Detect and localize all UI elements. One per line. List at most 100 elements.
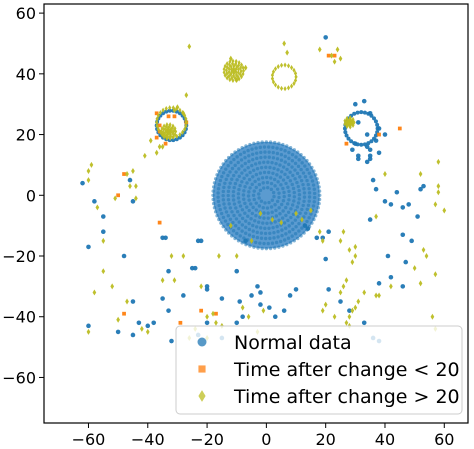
data-point (217, 203, 221, 208)
data-point (373, 119, 378, 124)
data-point (249, 237, 254, 244)
data-point (234, 206, 238, 210)
x-tick-label: 60 (434, 430, 454, 449)
data-point (258, 145, 262, 150)
data-point (353, 304, 358, 311)
data-point (166, 268, 171, 274)
data-point (247, 221, 251, 226)
data-point (436, 158, 441, 165)
data-point (312, 187, 316, 191)
data-point (282, 40, 287, 47)
data-point (140, 325, 144, 332)
data-point (242, 189, 246, 193)
data-point (252, 189, 256, 193)
data-point (246, 313, 251, 320)
data-point (281, 209, 285, 213)
data-point (300, 161, 304, 165)
data-point (245, 205, 249, 209)
data-point (236, 196, 241, 200)
data-point (283, 86, 287, 92)
data-point (271, 79, 276, 85)
data-point (254, 146, 258, 150)
data-point (180, 133, 185, 138)
data-point (352, 111, 357, 116)
data-point (224, 167, 228, 171)
data-point (173, 125, 177, 131)
data-point (272, 236, 276, 240)
data-point (289, 207, 293, 211)
data-point (400, 232, 406, 238)
data-point (237, 226, 241, 231)
data-point (226, 173, 230, 178)
data-point (290, 221, 295, 225)
data-point (158, 109, 162, 116)
data-point (226, 189, 231, 194)
data-point (242, 150, 246, 155)
data-point (163, 141, 168, 146)
data-point (275, 146, 279, 150)
data-point (232, 68, 236, 74)
data-point (227, 69, 231, 75)
data-point (316, 181, 320, 185)
data-point (389, 283, 393, 290)
data-point (113, 195, 118, 202)
y-tick-label: 20 (16, 126, 36, 145)
data-point (148, 137, 153, 144)
data-point (247, 198, 251, 202)
data-point (171, 138, 176, 143)
data-point (367, 153, 373, 159)
data-point (230, 177, 234, 181)
data-point (229, 72, 233, 78)
data-point (162, 126, 166, 132)
data-point (169, 338, 174, 344)
data-point (173, 132, 177, 138)
data-point (239, 68, 243, 74)
data-point (301, 182, 305, 187)
data-point (246, 214, 250, 218)
data-point (242, 176, 246, 180)
data-point (243, 185, 247, 189)
data-point (338, 299, 343, 304)
data-point (258, 188, 263, 193)
data-point (125, 171, 129, 178)
data-point (232, 173, 236, 178)
data-point (183, 126, 187, 132)
data-point (243, 201, 247, 206)
data-point (313, 173, 318, 177)
legend-label: Time after change > 20 (233, 386, 460, 408)
data-point (237, 76, 241, 82)
data-point (244, 144, 248, 148)
data-point (269, 205, 274, 209)
data-point (270, 216, 275, 223)
x-tick-label: 20 (315, 430, 335, 449)
data-point (295, 180, 299, 185)
data-point (265, 206, 270, 210)
data-point (228, 206, 233, 210)
data-point (285, 167, 289, 172)
data-point (341, 283, 346, 290)
data-point (156, 112, 160, 119)
data-point (181, 110, 186, 117)
data-point (362, 110, 367, 115)
data-point (258, 210, 263, 217)
data-point (281, 244, 285, 248)
data-point (130, 199, 136, 204)
data-point (116, 193, 120, 198)
data-point (275, 151, 280, 156)
data-point (224, 177, 228, 182)
data-point (302, 155, 306, 160)
data-point (267, 155, 271, 159)
data-point (221, 198, 226, 202)
data-point (369, 139, 374, 144)
data-point (238, 183, 242, 188)
data-point (291, 227, 295, 232)
data-point (220, 174, 224, 179)
data-point (255, 166, 260, 171)
data-point (219, 221, 223, 225)
data-point (254, 201, 258, 205)
data-point (291, 173, 295, 178)
data-point (234, 170, 238, 174)
data-point (269, 181, 274, 186)
data-point (273, 140, 277, 145)
